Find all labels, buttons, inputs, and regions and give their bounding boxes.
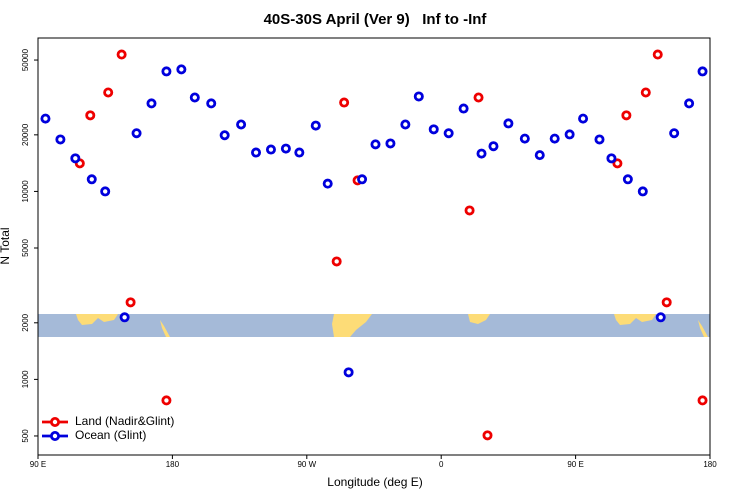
point (564, 129, 575, 140)
point (482, 430, 493, 441)
point (473, 92, 484, 103)
point (413, 91, 424, 102)
point (119, 312, 130, 323)
point (310, 120, 321, 131)
point (652, 49, 663, 60)
x-axis-label: Longitude (deg E) (327, 475, 422, 489)
point (219, 130, 230, 141)
point (622, 174, 633, 185)
point (125, 297, 136, 308)
point (131, 128, 142, 139)
point (612, 158, 623, 169)
y-tick-label: 5000 (21, 239, 30, 257)
point (697, 66, 708, 77)
point (100, 186, 111, 197)
point (40, 113, 51, 124)
point (322, 178, 333, 189)
point (103, 87, 114, 98)
point (400, 119, 411, 130)
point (55, 134, 66, 145)
y-axis-label: N Total (0, 227, 12, 264)
y-tick-label: 2000 (21, 313, 30, 331)
land-shape (160, 320, 170, 337)
land-shape (698, 320, 708, 337)
legend-label: Ocean (Glint) (75, 428, 146, 442)
point (428, 124, 439, 135)
point (343, 367, 354, 378)
point (251, 147, 262, 158)
legend-label: Land (Nadir&Glint) (75, 414, 174, 428)
point (606, 153, 617, 164)
point (669, 128, 680, 139)
point (534, 150, 545, 161)
point (464, 205, 475, 216)
point (594, 134, 605, 145)
point (621, 110, 632, 121)
point (70, 153, 81, 164)
point (280, 143, 291, 154)
point (637, 186, 648, 197)
point (236, 119, 247, 130)
point (640, 87, 651, 98)
land-shape (76, 314, 118, 325)
chart-title: 40S-30S April (Ver 9) Inf to -Inf (264, 11, 488, 28)
point (655, 312, 666, 323)
point (458, 103, 469, 114)
point (476, 148, 487, 159)
point (161, 395, 172, 406)
x-tick-label: 0 (439, 460, 444, 469)
point (176, 64, 187, 75)
point (85, 110, 96, 121)
legend-marker (50, 416, 61, 427)
point (503, 118, 514, 129)
y-tick-label: 50000 (21, 48, 30, 71)
point (549, 133, 560, 144)
point (370, 139, 381, 150)
x-tick-label: 90 W (297, 460, 316, 469)
x-tick-label: 180 (166, 460, 180, 469)
point (161, 66, 172, 77)
point (189, 92, 200, 103)
point (519, 133, 530, 144)
point (265, 144, 276, 155)
x-tick-label: 90 E (567, 460, 583, 469)
point (578, 113, 589, 124)
y-tick-label: 20000 (21, 123, 30, 146)
point (385, 138, 396, 149)
point (146, 98, 157, 109)
point (488, 141, 499, 152)
legend-marker (50, 430, 61, 441)
y-tick-label: 500 (21, 429, 30, 443)
land-shape (614, 314, 656, 325)
plot-frame (37, 37, 711, 456)
point (339, 97, 350, 108)
point (661, 297, 672, 308)
point (86, 174, 97, 185)
map-strip (38, 314, 710, 337)
x-tick-label: 90 E (30, 460, 46, 469)
y-tick-label: 10000 (21, 180, 30, 203)
point (697, 395, 708, 406)
point (443, 128, 454, 139)
ocean-strip (38, 314, 710, 337)
y-tick-label: 1000 (21, 370, 30, 388)
point (116, 49, 127, 60)
point (331, 256, 342, 267)
land-shape (332, 314, 372, 337)
point (684, 98, 695, 109)
point (206, 98, 217, 109)
point (357, 174, 368, 185)
point (294, 147, 305, 158)
land-shape (468, 314, 490, 324)
x-tick-label: 180 (703, 460, 717, 469)
